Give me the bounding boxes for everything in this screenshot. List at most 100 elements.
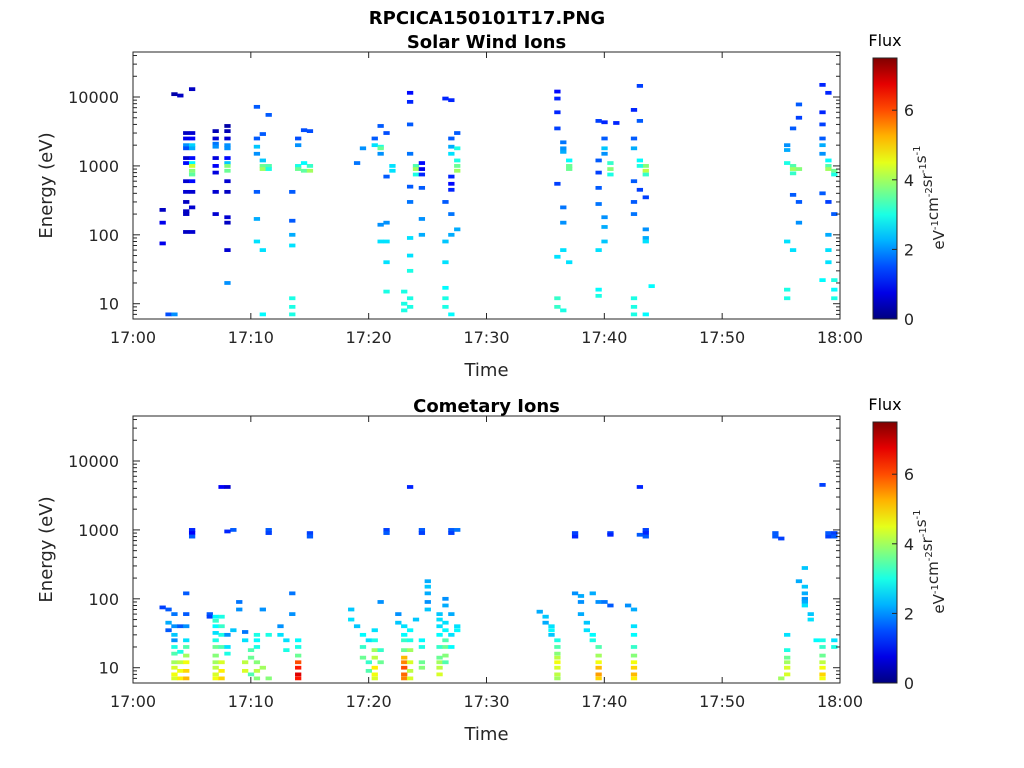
sw-cell (418, 217, 426, 221)
ci-colorbar-title: Flux (868, 395, 901, 414)
ci-cell (183, 653, 190, 658)
sw-cell (412, 167, 420, 171)
ci-cell (212, 631, 219, 635)
ci-cell (359, 645, 367, 649)
sw-colorbar-tick-label: 6 (904, 101, 914, 120)
ci-cell (406, 676, 414, 681)
ci-cell (183, 660, 190, 665)
sw-cell (188, 172, 196, 177)
sw-colorbar-label: eV-1cm-2sr-1s-1 (912, 145, 948, 249)
sw-cell (406, 151, 414, 156)
sw-cell (560, 140, 567, 145)
ci-cell (607, 603, 614, 608)
ci-cell (183, 645, 190, 649)
sw-cell (784, 148, 791, 152)
sw-colorbar-tick-label: 0 (904, 310, 914, 329)
sw-cell (418, 185, 426, 190)
ci-cell (442, 620, 449, 625)
ci-cell (784, 660, 791, 665)
sw-cell (188, 136, 196, 141)
sw-cell (642, 227, 649, 232)
ci-cell (418, 528, 426, 532)
sw-x-tick-label: 17:40 (581, 328, 627, 347)
sw-cell (183, 230, 190, 234)
sw-cell (406, 122, 414, 127)
ci-cell (395, 620, 402, 625)
sw-cell (554, 181, 561, 186)
ci-cell (454, 628, 461, 633)
ci-cell (819, 483, 826, 487)
ci-cell (212, 614, 219, 619)
ci-cell (801, 566, 808, 570)
ci-cell (548, 624, 555, 629)
ci-cell (348, 617, 355, 622)
ci-cell (589, 591, 596, 596)
sw-cell (183, 131, 190, 135)
sw-cell (183, 200, 190, 204)
ci-cell (571, 591, 579, 596)
ci-cell (630, 672, 638, 677)
sw-cell (636, 119, 644, 123)
sw-cell (554, 296, 561, 301)
sw-cell (789, 171, 797, 176)
ci-cell (401, 632, 408, 637)
ci-cell (589, 638, 596, 643)
sw-cell (306, 168, 314, 173)
sw-cell (601, 120, 608, 125)
sw-cell (224, 156, 231, 160)
ci-cell (577, 612, 585, 616)
sw-cell (401, 301, 408, 306)
ci-cell (212, 618, 219, 623)
ci-colorbar-tick-label: 6 (904, 465, 914, 484)
sw-cell (448, 136, 455, 141)
ci-cell (831, 645, 838, 649)
sw-cell (224, 220, 231, 225)
sw-cell (825, 260, 832, 265)
sw-cell (566, 260, 573, 265)
ci-cell (595, 653, 602, 658)
sw-cell (442, 239, 449, 244)
ci-cell (383, 528, 390, 532)
ci-cell (801, 584, 808, 589)
sw-cell (188, 156, 196, 160)
sw-cell (448, 181, 455, 186)
ci-cell (241, 660, 249, 665)
ci-cell (595, 672, 602, 677)
ci-cell (595, 660, 602, 665)
sw-cell (819, 143, 826, 148)
sw-cell (289, 232, 296, 237)
sw-cell (442, 285, 449, 290)
ci-cell (171, 612, 178, 616)
ci-colorbar-tick-label: 2 (904, 604, 914, 623)
ci-cell (224, 485, 231, 489)
ci-cell (448, 645, 455, 649)
sw-cell (831, 287, 838, 292)
ci-cell (801, 591, 808, 596)
sw-cell (642, 164, 649, 168)
sw-cell (253, 151, 261, 156)
sw-cell (601, 136, 608, 141)
ci-cell (230, 628, 237, 633)
ci-cell (801, 596, 808, 601)
sw-x-tick-label: 17:00 (110, 328, 156, 347)
ci-cell (548, 628, 555, 633)
ci-cell (784, 672, 791, 677)
sw-cell (224, 215, 231, 220)
ci-cell (583, 628, 591, 633)
ci-x-tick-label: 17:10 (228, 692, 274, 711)
ci-cell (454, 528, 461, 532)
ci-cell (831, 534, 838, 539)
sw-cell (183, 156, 190, 160)
sw-cell (401, 289, 408, 294)
sw-cell (383, 289, 390, 294)
ci-cell (371, 665, 378, 670)
ci-cell (377, 600, 384, 604)
ci-cell (442, 645, 449, 649)
ci-cell (188, 531, 196, 535)
ci-cell (295, 653, 302, 658)
sw-cell (212, 129, 219, 133)
sw-cell (359, 146, 367, 151)
sw-cell (554, 304, 561, 309)
ci-cell (171, 676, 178, 681)
sw-cell (789, 164, 797, 168)
